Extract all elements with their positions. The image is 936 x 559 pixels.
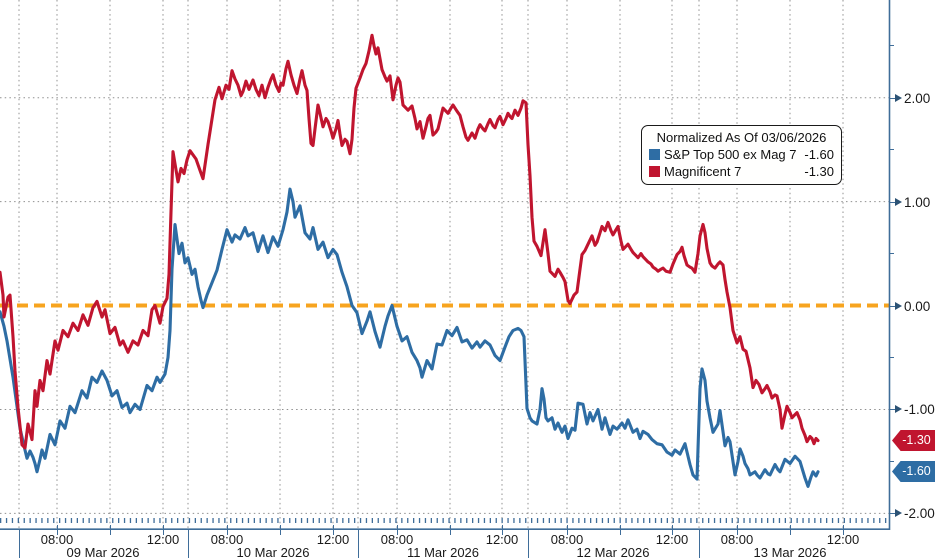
last-value-badge: -1.60 — [892, 461, 935, 482]
legend-title: Normalized As Of 03/06/2026 — [656, 130, 827, 145]
legend-series-name: Magnificent 7 — [664, 164, 742, 179]
x-axis-tick — [672, 525, 673, 535]
legend-entry: Magnificent 7 -1.30 — [649, 163, 834, 180]
x-axis-time-label: 08:00 — [550, 532, 584, 547]
tick-arrow-icon — [895, 405, 902, 413]
y-axis: 2.00 1.00 0.00 -1.00 -2.00 -1.60 -1.30 — [889, 0, 936, 559]
tick-arrow-icon — [895, 94, 902, 102]
last-value-badge: -1.30 — [892, 430, 935, 451]
legend-series-value: -1.60 — [804, 147, 834, 162]
x-axis-time-label: 12:00 — [826, 532, 860, 547]
x-axis-time-label: 08:00 — [720, 532, 754, 547]
x-axis: 08:00 12:00 09 Mar 2026 08:00 12:00 10 Mar 20… — [0, 525, 891, 559]
x-axis-tick — [843, 525, 844, 535]
series-line-1 — [0, 33, 820, 450]
y-axis-tick-row: -1.00 — [889, 401, 935, 417]
y-axis-label: -1.00 — [904, 401, 935, 417]
x-axis-date-label: 13 Mar 2026 — [753, 545, 827, 559]
y-axis-tick-row: 2.00 — [889, 90, 930, 106]
y-axis-label: 2.00 — [904, 90, 931, 106]
tick-arrow-icon — [895, 509, 902, 517]
y-axis-tick-row: 0.00 — [889, 298, 930, 314]
legend-box: Normalized As Of 03/06/2026 S&P Top 500 … — [641, 125, 842, 185]
legend-series-name: S&P Top 500 ex Mag 7 — [664, 147, 797, 162]
y-axis-tick — [889, 97, 895, 99]
x-axis-time-label: 08:00 — [40, 532, 74, 547]
plot-svg — [0, 0, 891, 530]
y-axis-minor-tick — [889, 149, 894, 150]
y-axis-tick — [889, 408, 895, 410]
x-axis-date-label: 12 Mar 2026 — [576, 545, 650, 559]
x-axis-date-label: 11 Mar 2026 — [406, 545, 480, 559]
y-axis-minor-tick — [889, 461, 894, 462]
day-separator — [528, 530, 529, 558]
y-axis-label: 1.00 — [904, 194, 931, 210]
x-axis-tick — [502, 525, 503, 535]
x-axis-tick — [567, 525, 568, 535]
x-axis-date-label: 10 Mar 2026 — [236, 545, 310, 559]
legend-series-value: -1.30 — [804, 164, 834, 179]
y-axis-tick-row: 1.00 — [889, 194, 930, 210]
y-axis-tick-row: -2.00 — [889, 505, 935, 521]
x-axis-time-label: 12:00 — [485, 532, 519, 547]
day-separator — [188, 530, 189, 558]
x-axis-time-label: 12:00 — [655, 532, 689, 547]
x-axis-tick — [620, 525, 621, 535]
legend-rows: S&P Top 500 ex Mag 7 -1.60 Magnificent 7 -1… — [649, 146, 834, 180]
y-axis-label: 0.00 — [904, 298, 931, 314]
y-axis-minor-tick — [889, 253, 894, 254]
day-separator — [19, 530, 20, 558]
x-axis-tick — [57, 525, 58, 535]
day-separator — [699, 530, 700, 558]
y-axis-label: -2.00 — [904, 505, 935, 521]
tick-arrow-icon — [895, 198, 902, 206]
x-axis-time-label: 08:00 — [380, 532, 414, 547]
legend-entry: S&P Top 500 ex Mag 7 -1.60 — [649, 146, 834, 163]
legend-swatch-icon — [649, 166, 660, 177]
day-separator — [358, 530, 359, 558]
x-axis-date-label: 09 Mar 2026 — [66, 545, 140, 559]
x-axis-time-label: 08:00 — [210, 532, 244, 547]
legend-swatch-icon — [649, 149, 660, 160]
x-axis-tick — [280, 525, 281, 535]
y-axis-minor-tick — [889, 357, 894, 358]
y-axis-tick — [889, 201, 895, 203]
tick-arrow-icon — [895, 302, 902, 310]
x-axis-time-label: 12:00 — [146, 532, 180, 547]
y-axis-minor-tick — [889, 45, 894, 46]
x-axis-tick — [790, 525, 791, 535]
y-axis-tick — [889, 512, 895, 514]
x-axis-tick — [227, 525, 228, 535]
series-line-0 — [0, 187, 820, 488]
y-axis-tick — [889, 305, 895, 307]
x-axis-tick — [737, 525, 738, 535]
x-axis-tick — [450, 525, 451, 535]
x-axis-tick — [397, 525, 398, 535]
x-axis-tick — [163, 525, 164, 535]
x-axis-tick — [333, 525, 334, 535]
x-axis-tick — [110, 525, 111, 535]
x-axis-time-label: 12:00 — [316, 532, 350, 547]
